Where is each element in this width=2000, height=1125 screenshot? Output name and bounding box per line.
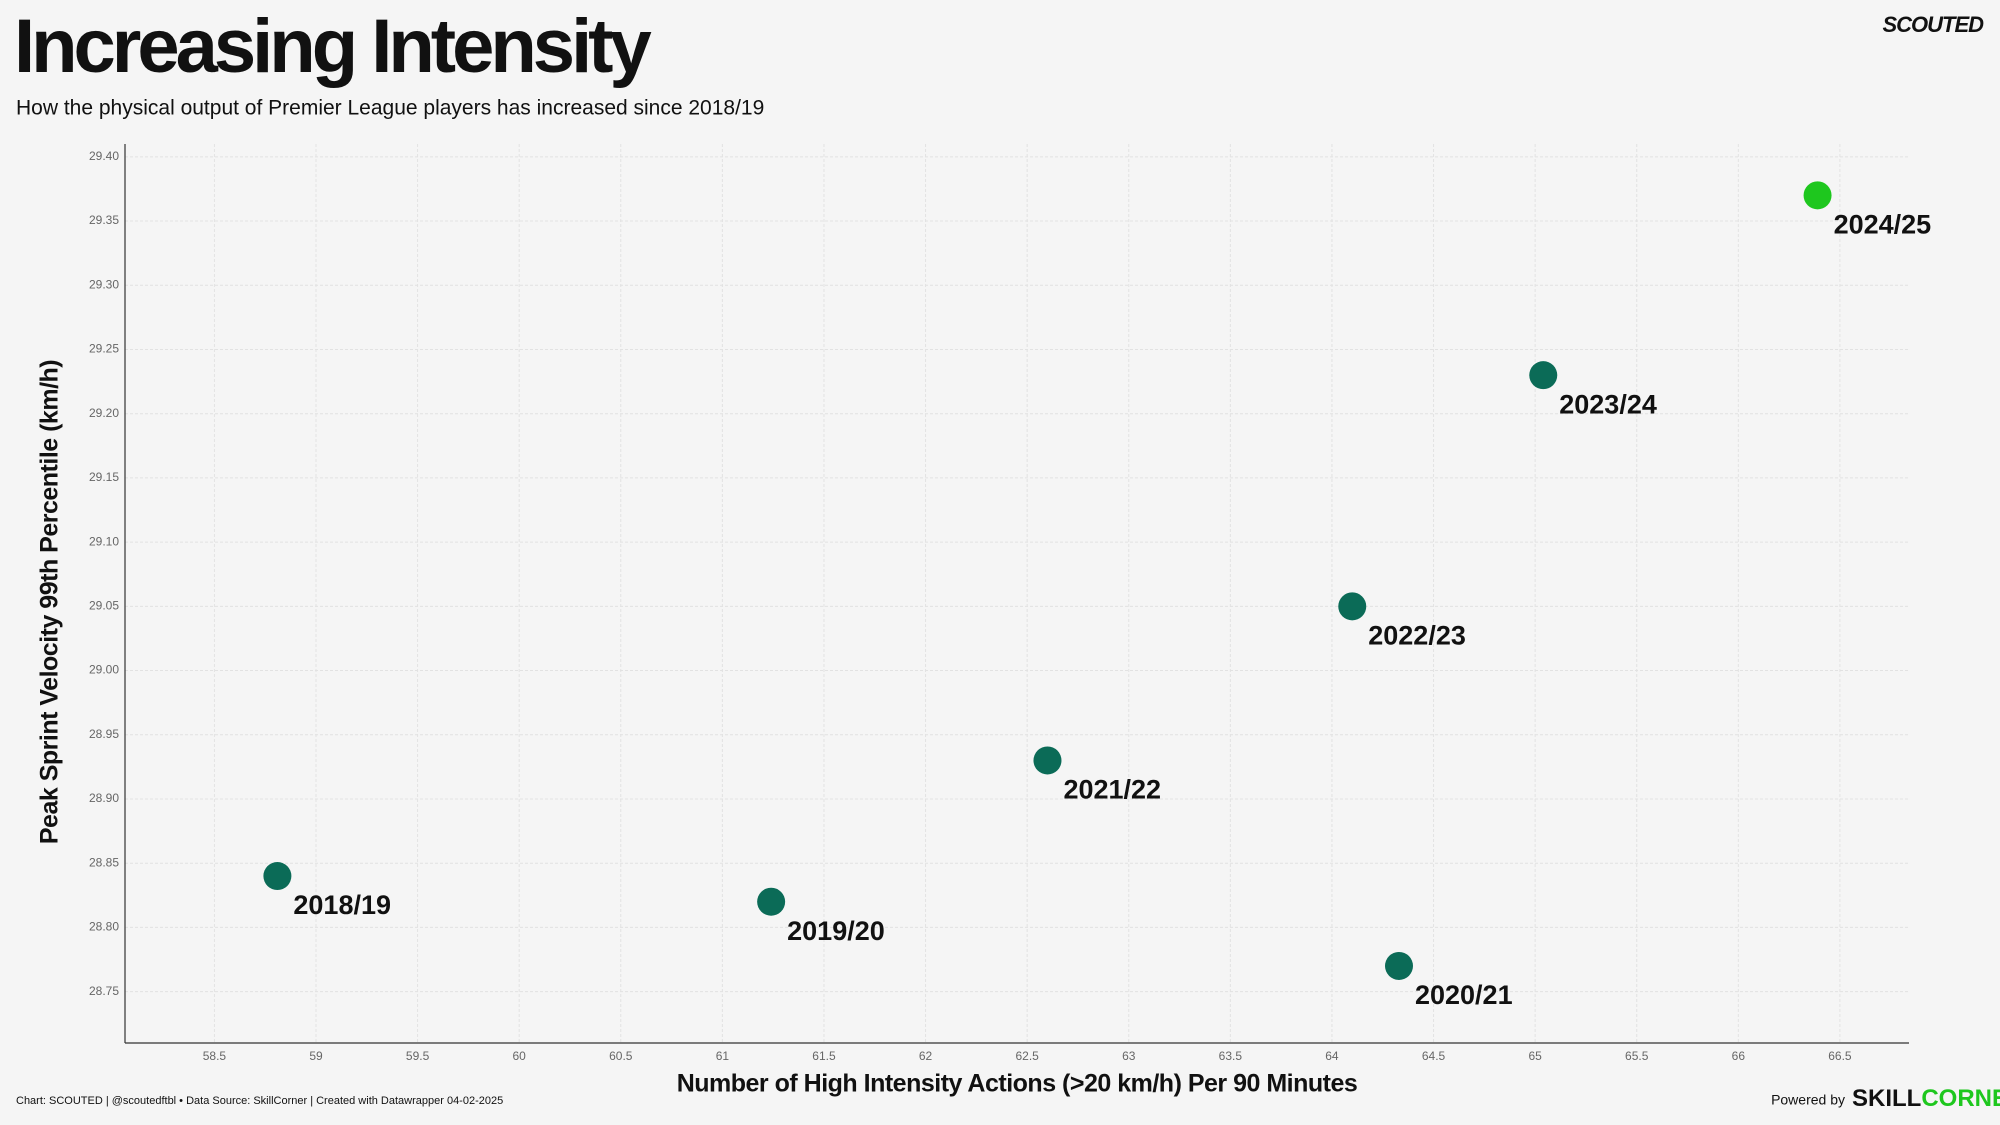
chart-subtitle: How the physical output of Premier Leagu… (16, 97, 764, 120)
x-tick-label: 59 (309, 1049, 323, 1063)
point (1384, 951, 1413, 980)
y-tick-label: 28.90 (89, 791, 119, 805)
x-tick-label: 62 (919, 1049, 933, 1063)
partner-logo: SKILLCORNER (1852, 1085, 2000, 1112)
y-tick-label: 29.20 (89, 406, 119, 420)
point-label: 2019/20 (787, 916, 885, 946)
point-label: 2022/23 (1368, 620, 1466, 650)
point-label: 2021/22 (1063, 775, 1161, 805)
x-tick-label: 58.5 (203, 1049, 227, 1063)
y-tick-label: 29.10 (89, 534, 119, 548)
x-tick-label: 66.5 (1828, 1049, 1852, 1063)
y-tick-label: 29.35 (89, 213, 119, 227)
point (757, 887, 786, 916)
x-tick-label: 63 (1122, 1049, 1136, 1063)
footer-credit: Chart: SCOUTED | @scoutedftbl • Data Sou… (16, 1095, 503, 1107)
partner-logo-b: CORNER (1921, 1085, 2000, 1112)
partner-logo-a: SKILL (1852, 1085, 1921, 1112)
x-tick-label: 64 (1325, 1049, 1339, 1063)
powered-by: Powered by (1771, 1092, 1845, 1108)
y-tick-label: 29.25 (89, 342, 119, 356)
y-tick-label: 28.95 (89, 727, 119, 741)
point-label: 2020/21 (1415, 980, 1513, 1010)
point (263, 862, 292, 891)
logo: SCOUTED (1882, 12, 1984, 37)
point-label: 2023/24 (1559, 389, 1657, 419)
point-label: 2024/25 (1834, 209, 1932, 239)
y-tick-label: 28.75 (89, 984, 119, 998)
y-tick-label: 29.30 (89, 277, 119, 291)
point (1529, 361, 1558, 390)
point (1033, 746, 1062, 775)
x-axis-title: Number of High Intensity Actions (>20 km… (677, 1070, 1358, 1098)
x-tick-label: 66 (1732, 1049, 1746, 1063)
x-tick-label: 60 (513, 1049, 527, 1063)
x-tick-label: 61 (716, 1049, 730, 1063)
y-tick-label: 29.15 (89, 470, 119, 484)
x-tick-label: 63.5 (1219, 1049, 1243, 1063)
x-tick-label: 60.5 (609, 1049, 633, 1063)
y-axis-title: Peak Sprint Velocity 99th Percentile (km… (36, 360, 64, 844)
chart-title: Increasing Intensity (14, 4, 651, 89)
x-tick-label: 59.5 (406, 1049, 430, 1063)
x-tick-label: 65.5 (1625, 1049, 1649, 1063)
y-tick-label: 28.80 (89, 920, 119, 934)
point (1338, 592, 1367, 621)
plot-area: 58.5 59 59.5 60 60.5 61 61.5 62 62.5 63 63.5 64 64.5… (89, 144, 1931, 1063)
x-tick-label: 65 (1528, 1049, 1542, 1063)
point (1803, 181, 1832, 210)
x-tick-label: 61.5 (812, 1049, 836, 1063)
y-tick-label: 29.05 (89, 599, 119, 613)
point-label: 2018/19 (293, 890, 391, 920)
y-tick-label: 28.85 (89, 855, 119, 869)
y-tick-label: 29.40 (89, 149, 119, 163)
y-tick-label: 29.00 (89, 663, 119, 677)
x-tick-label: 62.5 (1015, 1049, 1039, 1063)
x-tick-label: 64.5 (1422, 1049, 1446, 1063)
